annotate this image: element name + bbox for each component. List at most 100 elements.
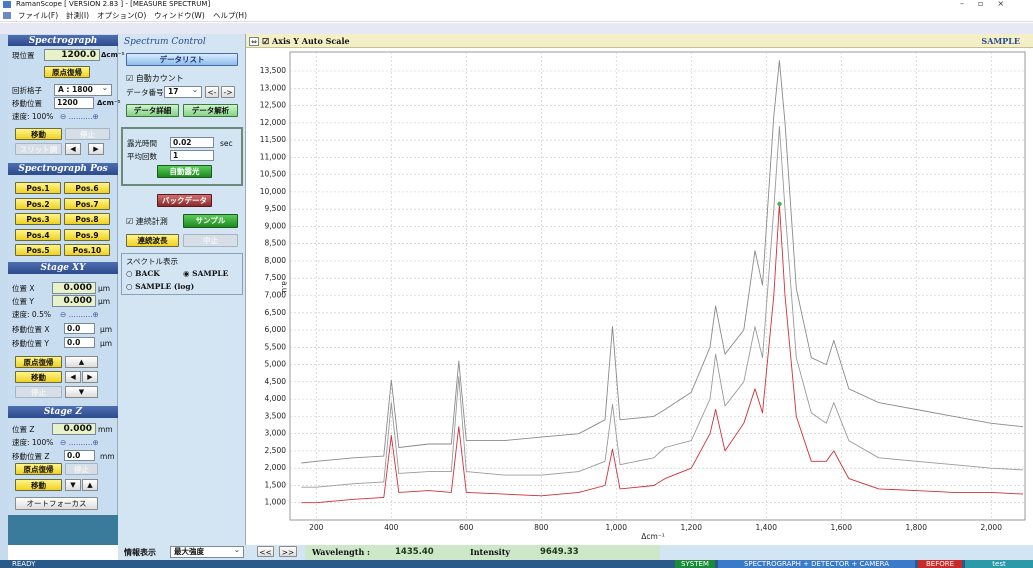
button-disabled: 中止 [183, 234, 238, 247]
arrow-button[interactable]: ◀ [65, 371, 81, 383]
label: 平均回数 [127, 152, 157, 161]
button[interactable]: 原点復帰 [44, 66, 90, 78]
panel-header: Spectrograph Pos [8, 163, 118, 175]
button[interactable]: Pos.5 [15, 244, 61, 256]
button[interactable]: Pos.2 [15, 197, 61, 210]
label: 移動位置 X [12, 325, 50, 334]
button[interactable]: バックデータ [157, 194, 212, 207]
peak-marker [777, 201, 782, 207]
exposure-box [121, 127, 243, 186]
status-cell: READY [12, 560, 36, 568]
text-input[interactable]: 1200 [54, 97, 94, 109]
panel-header: Spectrum Control [124, 37, 206, 47]
menu-item[interactable]: 計測(I) [66, 11, 90, 20]
readout: 1435.40 [395, 547, 434, 557]
button[interactable]: >> [279, 546, 297, 557]
y-tick-label: 10,500 [260, 170, 286, 179]
menu-item[interactable]: ファイル(F) [18, 11, 59, 20]
slider[interactable]: ⊖ ..........⊕ [60, 438, 99, 447]
button[interactable]: Pos.9 [64, 228, 110, 241]
dropdown[interactable]: 17 [164, 85, 202, 98]
arrow-button[interactable]: ▼ [65, 386, 98, 398]
spectrum-line [301, 60, 1024, 464]
button[interactable]: Pos.3 [15, 213, 61, 225]
status-cell: SYSTEM [675, 560, 715, 568]
slider[interactable]: ⊖ ..........⊕ [60, 112, 99, 121]
slider[interactable]: ⊖ ..........⊕ [60, 310, 99, 319]
x-tick-label: 1,000 [606, 523, 628, 532]
status-cell: BEFORE [918, 560, 962, 568]
text-input[interactable]: 0.0 [64, 450, 95, 461]
button[interactable]: 移動 [15, 371, 62, 383]
button[interactable]: <- [205, 86, 219, 98]
arrow-button[interactable]: ▼ [65, 479, 81, 491]
button[interactable]: オートフォーカス [15, 497, 98, 510]
button[interactable]: Pos.7 [64, 197, 110, 210]
button[interactable]: Pos.4 [15, 228, 61, 241]
dropdown[interactable]: 最大強度 [170, 545, 244, 558]
window-controls[interactable]: –▫× [960, 0, 1019, 8]
y-tick-label: 1,000 [265, 498, 287, 507]
y-tick-label: 8,000 [265, 256, 287, 265]
radio[interactable]: SAMPLE [183, 268, 228, 279]
checkbox[interactable]: Axis Y Auto Scale [262, 36, 350, 47]
button[interactable]: Pos.8 [64, 213, 110, 225]
text-input[interactable]: 0.02 [170, 137, 214, 148]
window-title: RamanScope [ VERSION 2.83 ] - [MEASURE S… [16, 0, 211, 8]
radio[interactable]: SAMPLE (log) [126, 281, 194, 292]
panel-header: Stage Z [8, 406, 118, 418]
menu-item[interactable]: ヘルプ(H) [213, 11, 247, 20]
button[interactable]: 自動露光 [157, 165, 212, 178]
y-tick-label: 7,000 [265, 290, 287, 299]
y-tick-label: 11,500 [260, 135, 286, 144]
button[interactable]: 原点復帰 [15, 463, 62, 475]
arrow-button[interactable]: ◀ [65, 143, 81, 155]
label: 露光時間 [127, 139, 157, 148]
button[interactable]: データ解析 [183, 104, 238, 117]
button[interactable]: Pos.6 [64, 182, 110, 194]
button[interactable]: 移動 [15, 128, 62, 140]
x-tick-label: 1,400 [756, 523, 778, 532]
button[interactable]: 連続波長 [126, 234, 179, 247]
y-tick-label: 10,000 [260, 187, 286, 196]
y-tick-label: 4,000 [265, 394, 287, 403]
menu-item[interactable]: ウィンドウ(W) [154, 11, 205, 20]
button[interactable]: データリスト [126, 53, 238, 66]
text-input[interactable]: 0.0 [64, 323, 95, 334]
arrow-button[interactable]: ▶ [82, 371, 98, 383]
arrow-button[interactable]: ▲ [65, 356, 98, 368]
button[interactable]: 原点復帰 [15, 356, 62, 368]
label: 移動位置 [12, 99, 42, 108]
button[interactable]: 移動 [15, 479, 62, 491]
label: μm [100, 325, 113, 334]
menu-bar [0, 10, 1033, 22]
checkbox[interactable]: 自動カウント [126, 73, 184, 84]
label: μm [100, 339, 113, 348]
y-tick-label: 12,500 [260, 101, 286, 110]
readout: 0.000 [52, 295, 96, 307]
button[interactable]: << [257, 546, 274, 557]
y-tick-label: 7,500 [265, 273, 287, 282]
y-tick-label: 9,000 [265, 221, 287, 230]
dropdown[interactable]: A : 1800 [54, 83, 112, 96]
expand-icon[interactable]: ⇔ [249, 37, 259, 46]
arrow-button[interactable]: ▲ [82, 479, 98, 491]
status-cell: SPECTROGRAPH + DETECTOR + CAMERA [718, 560, 915, 568]
button[interactable]: Pos.1 [15, 182, 61, 194]
text-input[interactable]: 0.0 [64, 337, 95, 348]
button[interactable]: サンプル [183, 214, 238, 228]
label: 速度: 100% [12, 438, 54, 447]
radio[interactable]: BACK [126, 268, 160, 279]
button[interactable]: -> [221, 86, 235, 98]
y-tick-label: 13,000 [260, 83, 286, 92]
button[interactable]: データ詳細 [126, 104, 179, 117]
button[interactable]: Pos.10 [64, 244, 110, 256]
menu-item[interactable]: オプション(O) [97, 11, 147, 20]
text-input[interactable]: 1 [170, 150, 214, 161]
checkbox[interactable]: 連続計測 [126, 216, 168, 227]
panel-header: Stage XY [8, 262, 118, 274]
panel-header: Spectrograph [8, 35, 118, 46]
label: Wavelength : [312, 547, 370, 557]
unit: Δcm⁻¹ [97, 99, 121, 107]
arrow-button[interactable]: ▶ [88, 143, 104, 155]
